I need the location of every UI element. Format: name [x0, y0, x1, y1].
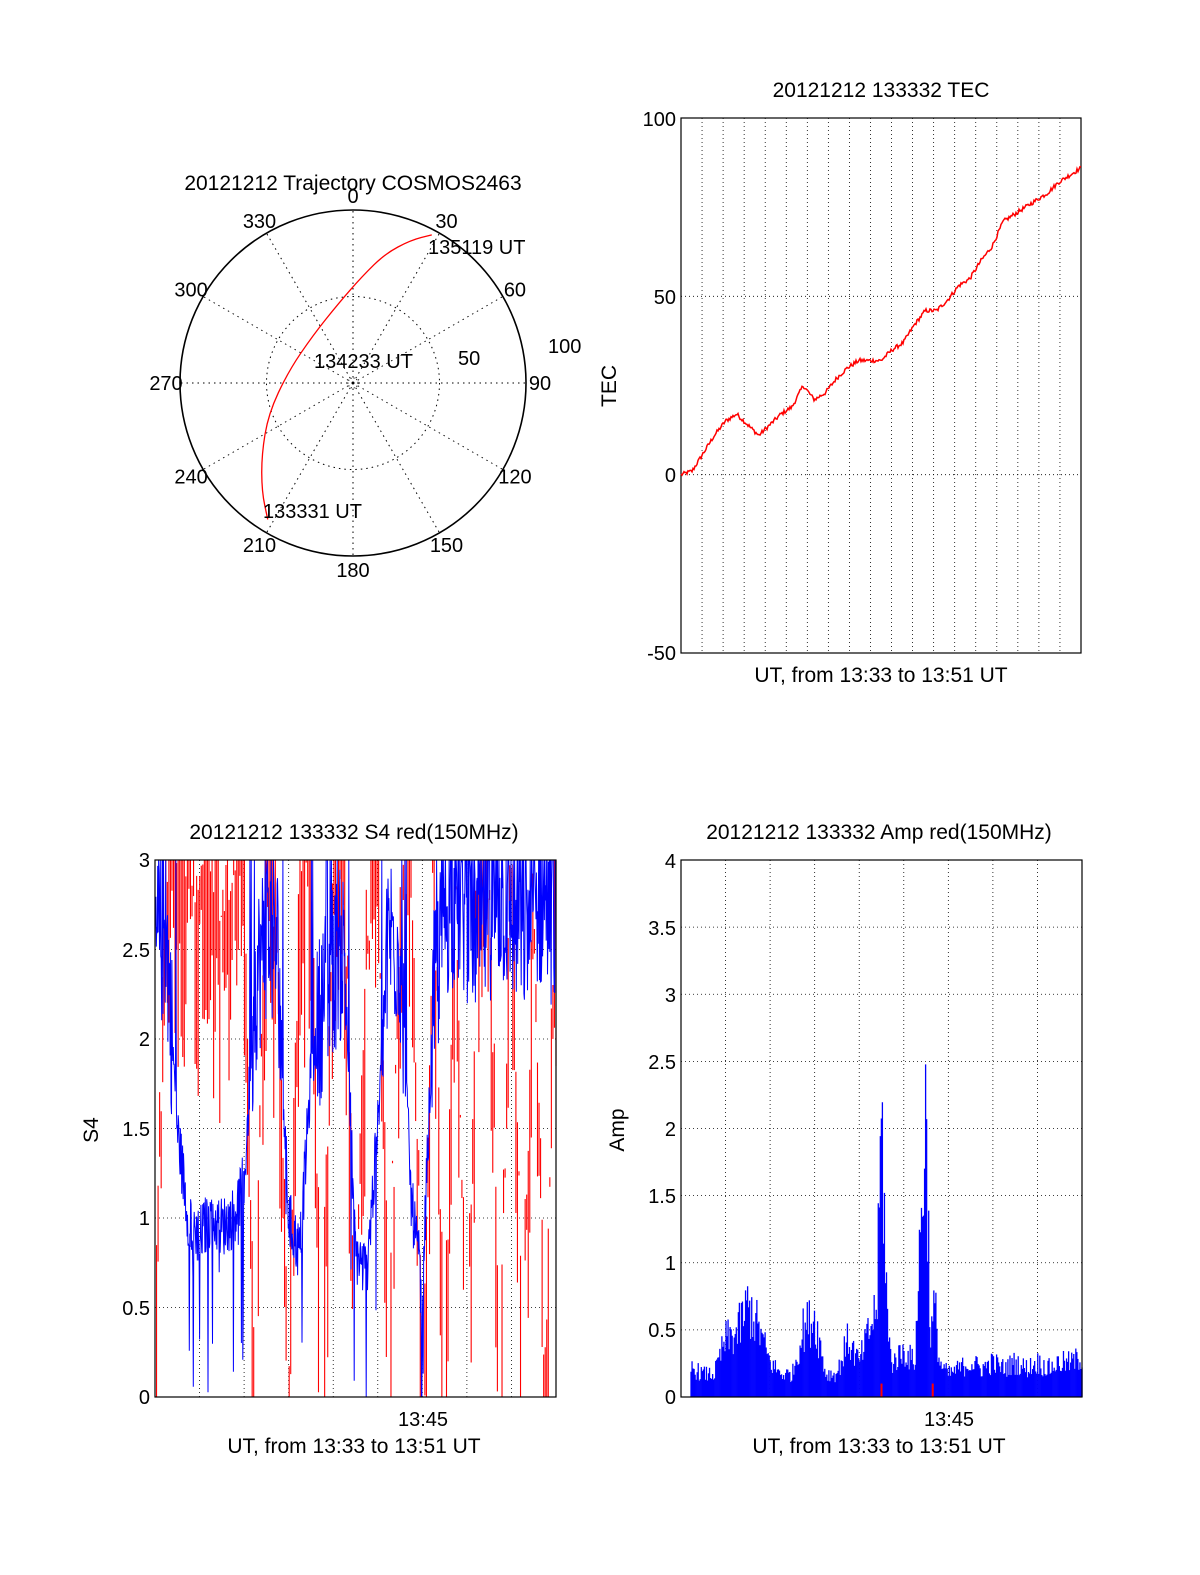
polar-trajectory-panel: 20121212 Trajectory COSMOS2463 0 30 60 90 12… — [149, 172, 581, 582]
s4-ytick-label-2: 2 — [139, 1029, 150, 1051]
tec-title: 20121212 133332 TEC — [773, 79, 990, 102]
s4-ytick-label-1: 1 — [139, 1208, 150, 1230]
amp-red-marks — [880, 1383, 934, 1397]
polar-azimuth-label-0: 0 — [347, 186, 358, 208]
amp-ytick-label-0.5: 0.5 — [648, 1320, 676, 1342]
polar-azimuth-label-210: 210 — [243, 535, 276, 557]
polar-spoke-240 — [202, 382, 354, 470]
polar-spoke-120 — [352, 382, 504, 470]
amp-ytick-label-3.5: 3.5 — [648, 918, 676, 940]
trajectory-start-label: 133331 UT — [263, 501, 362, 523]
amp-ytick-label-2: 2 — [665, 1119, 676, 1141]
s4-xtick-label: 13:45 — [398, 1409, 448, 1431]
amp-panel: 20121212 133332 Amp red(150MHz) 0 0.5 1 … — [606, 821, 1083, 1458]
polar-azimuth-label-180: 180 — [336, 560, 369, 582]
s4-ytick-label-0.5: 0.5 — [122, 1298, 150, 1320]
amp-ylabel: Amp — [606, 1108, 629, 1151]
tec-ytick-label-50: 50 — [654, 287, 676, 309]
polar-radius-label-50: 50 — [458, 348, 480, 370]
tec-plot-frame — [680, 117, 1082, 654]
amp-ytick-label-4: 4 — [665, 851, 676, 873]
polar-azimuth-label-150: 150 — [430, 535, 463, 557]
amp-title: 20121212 133332 Amp red(150MHz) — [706, 821, 1052, 844]
tec-xlabel: UT, from 13:33 to 13:51 UT — [754, 664, 1007, 687]
trajectory-track — [261, 234, 432, 520]
s4-ytick-label-3: 3 — [139, 850, 150, 872]
polar-azimuth-label-330: 330 — [243, 211, 276, 233]
trajectory-end-label: 135119 UT — [428, 237, 525, 259]
polar-spoke-210 — [266, 382, 354, 534]
polar-azimuth-label-270: 270 — [149, 373, 182, 395]
s4-xlabel: UT, from 13:33 to 13:51 UT — [227, 1435, 480, 1458]
tec-ytick-label-m50: -50 — [647, 643, 676, 665]
polar-ring-50 — [266, 296, 440, 470]
s4-ytick-label-1.5: 1.5 — [122, 1119, 150, 1141]
polar-spoke-30 — [352, 232, 440, 384]
polar-azimuth-label-120: 120 — [498, 467, 531, 489]
polar-azimuth-label-60: 60 — [504, 280, 526, 302]
polar-spoke-60 — [352, 296, 504, 384]
amp-blue-series — [690, 1064, 1083, 1397]
polar-azimuth-label-300: 300 — [174, 280, 207, 302]
amp-xtick-label: 13:45 — [924, 1409, 974, 1431]
amp-ytick-label-2.5: 2.5 — [648, 1052, 676, 1074]
polar-spoke-150 — [352, 382, 440, 534]
polar-radius-label-100: 100 — [548, 336, 581, 358]
polar-azimuth-label-90: 90 — [529, 373, 551, 395]
polar-spoke-330 — [266, 232, 354, 384]
trajectory-mid-label: 134233 UT — [314, 351, 413, 373]
tec-ytick-label-0: 0 — [665, 465, 676, 487]
polar-azimuth-label-30: 30 — [435, 211, 457, 233]
tec-ytick-label-100: 100 — [643, 109, 676, 131]
amp-ytick-label-1.5: 1.5 — [648, 1186, 676, 1208]
s4-ylabel: S4 — [80, 1117, 103, 1143]
s4-ytick-label-2.5: 2.5 — [122, 940, 150, 962]
polar-center-ring — [347, 377, 359, 389]
polar-azimuth-label-240: 240 — [174, 467, 207, 489]
s4-plot-frame — [154, 859, 557, 1398]
amp-xlabel: UT, from 13:33 to 13:51 UT — [752, 1435, 1005, 1458]
tec-series-line — [680, 165, 1082, 477]
s4-title: 20121212 133332 S4 red(150MHz) — [189, 821, 518, 844]
amp-ytick-label-3: 3 — [665, 985, 676, 1007]
amp-ytick-label-1: 1 — [665, 1253, 676, 1275]
s4-ytick-label-0: 0 — [139, 1387, 150, 1409]
tec-ylabel: TEC — [598, 365, 621, 407]
s4-panel: 20121212 133332 S4 red(150MHz) 0 0.5 1 1… — [80, 821, 557, 1458]
tec-grid — [681, 118, 1081, 653]
polar-title: 20121212 Trajectory COSMOS2463 — [184, 172, 521, 195]
polar-outer-circle — [179, 209, 527, 557]
polar-spoke-300 — [202, 296, 354, 384]
polar-grid — [179, 209, 527, 557]
polar-azimuth-labels: 0 30 60 90 120 150 180 210 240 270 300 330 — [149, 186, 551, 582]
amp-plot-frame — [680, 859, 1083, 1398]
amp-ytick-label-0: 0 — [665, 1387, 676, 1409]
tec-panel: 20121212 133332 TEC -50 0 50 100 TEC UT,… — [598, 79, 1082, 687]
